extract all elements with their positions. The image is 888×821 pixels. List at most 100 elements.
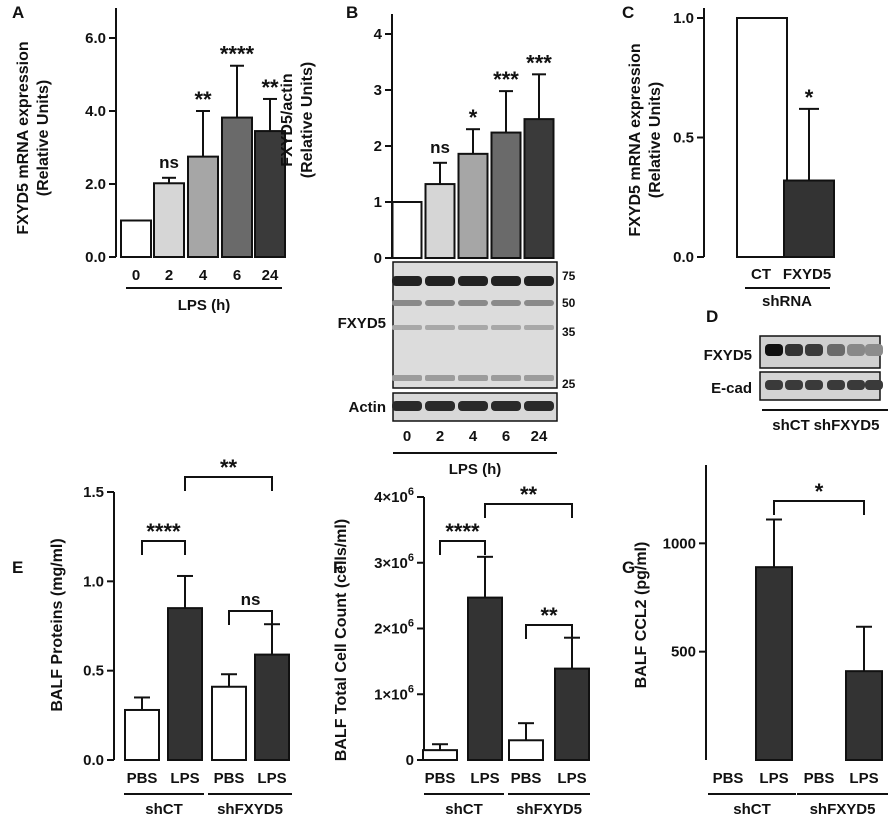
significance-label: ns — [430, 138, 450, 157]
group-label: shCT — [733, 801, 771, 818]
group-label: shCT — [145, 801, 183, 818]
bar — [254, 653, 290, 761]
y-axis-label: FXYD5/actin — [279, 73, 296, 166]
blot-band — [425, 325, 455, 330]
comparison-bracket — [525, 624, 573, 639]
blot-band — [425, 276, 455, 286]
comparison-label: ** — [520, 482, 538, 507]
bar — [167, 607, 203, 762]
blot-band — [392, 375, 422, 381]
y-tick-label: 1 — [374, 194, 382, 211]
blot-band — [392, 401, 422, 411]
bar — [424, 183, 456, 259]
bar — [221, 116, 253, 258]
group-label: shFXYD5 — [814, 417, 880, 434]
significance-label: *** — [493, 67, 519, 92]
blot-band — [847, 380, 865, 390]
bar — [783, 179, 835, 259]
x-tick-label: 0 — [403, 428, 411, 445]
y-tick-label: 4 — [374, 26, 383, 43]
panel-label-d: D — [706, 307, 718, 326]
group-label: shRNA — [762, 293, 812, 310]
y-tick-label: 1×106 — [374, 683, 414, 703]
blot-band — [392, 300, 422, 306]
blot-band — [524, 375, 554, 381]
significance-label: *** — [526, 50, 552, 75]
x-tick-label: LPS — [759, 770, 788, 787]
bar — [736, 17, 788, 258]
y-axis-label: (Relative Units) — [647, 82, 664, 198]
bar — [120, 219, 152, 258]
blot-band — [425, 375, 455, 381]
blot-band — [524, 401, 554, 411]
significance-label: * — [805, 85, 814, 110]
y-tick-label: 0 — [374, 250, 382, 267]
bar — [254, 130, 286, 258]
bar — [422, 749, 458, 762]
comparison-bracket — [484, 503, 573, 518]
blot-band — [458, 401, 488, 411]
blot-band — [765, 344, 783, 356]
x-tick-label: PBS — [127, 770, 158, 787]
bar — [187, 155, 219, 258]
group-label: shCT — [445, 801, 483, 818]
y-tick-label: 1.5 — [83, 484, 104, 501]
x-tick-label: 24 — [262, 267, 279, 284]
y-tick-label: 2×106 — [374, 618, 414, 638]
significance-label: * — [469, 105, 478, 130]
y-tick-label: 0.0 — [673, 249, 694, 266]
blot-band — [827, 344, 845, 356]
panel-label-f: F — [333, 558, 343, 577]
blot-band — [865, 344, 883, 356]
blot-band — [491, 276, 521, 286]
blot-band — [805, 344, 823, 356]
blot-band — [827, 380, 845, 390]
molecular-weight-marker: 50 — [562, 296, 576, 310]
comparison-bracket — [439, 540, 486, 555]
y-tick-label: 0.0 — [83, 752, 104, 769]
blot-ecad — [759, 371, 883, 401]
bar — [153, 182, 185, 259]
bar — [523, 118, 555, 260]
x-tick-label: 4 — [469, 428, 478, 445]
blot-band — [458, 375, 488, 381]
blot-band — [524, 276, 554, 286]
blot-band — [847, 344, 865, 356]
blot-band — [765, 380, 783, 390]
comparison-bracket — [141, 540, 186, 555]
y-tick-label: 1000 — [663, 535, 696, 552]
blot-band — [524, 300, 554, 306]
comparison-label: ns — [241, 590, 261, 609]
bar — [457, 152, 489, 259]
x-tick-label: PBS — [511, 770, 542, 787]
panel-label-b: B — [346, 3, 358, 22]
blot-label: Actin — [349, 399, 387, 416]
bar — [124, 708, 160, 761]
x-tick-label: 6 — [502, 428, 510, 445]
blot-band — [491, 401, 521, 411]
x-tick-label: 0 — [132, 267, 140, 284]
x-tick-label: 2 — [165, 267, 173, 284]
x-tick-label: PBS — [425, 770, 456, 787]
comparison-label: ** — [540, 603, 558, 628]
blot-band — [805, 380, 823, 390]
x-tick-label: PBS — [214, 770, 245, 787]
x-tick-label: 6 — [233, 267, 241, 284]
comparison-bracket — [184, 476, 273, 491]
bar — [490, 131, 522, 259]
significance-label: **** — [220, 42, 255, 67]
x-tick-label: PBS — [713, 770, 744, 787]
y-tick-label: 4.0 — [85, 103, 106, 120]
x-tick-label: LPS — [170, 770, 199, 787]
blot-band — [491, 300, 521, 306]
bar — [554, 667, 590, 761]
x-tick-label: LPS — [470, 770, 499, 787]
blot-band — [785, 380, 803, 390]
y-tick-label: 1.0 — [673, 10, 694, 27]
y-tick-label: 6.0 — [85, 30, 106, 47]
blot-band — [458, 325, 488, 330]
molecular-weight-marker: 35 — [562, 325, 576, 339]
blot-band — [524, 325, 554, 330]
panel-label-g: G — [622, 558, 635, 577]
